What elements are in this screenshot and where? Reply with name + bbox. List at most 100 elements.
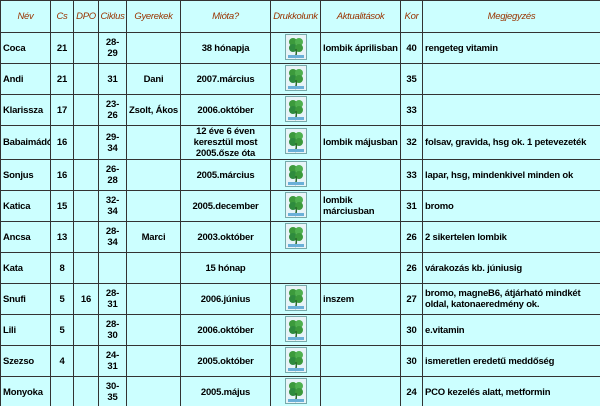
table-cell bbox=[126, 190, 181, 222]
table-cell bbox=[126, 283, 181, 315]
table-cell: Katica bbox=[0, 190, 51, 222]
table-cell: 2003.október bbox=[180, 221, 271, 253]
table-cell: bromo bbox=[422, 190, 600, 222]
header-cell: Név bbox=[0, 0, 51, 33]
table-row: Monyoka 30-35 2005.május 24 PCO kezelés alat… bbox=[0, 376, 600, 406]
table-cell: rengeteg vitamin bbox=[422, 32, 600, 64]
table-row: Andi 21 31 Dani 2007.március 35 bbox=[0, 63, 600, 95]
table-cell bbox=[126, 314, 181, 346]
table-cell bbox=[73, 94, 99, 126]
table-cell bbox=[320, 63, 401, 95]
clover-icon bbox=[284, 64, 307, 91]
table-cell: 40 bbox=[400, 32, 423, 64]
table-row: Katica 15 32-34 2005.december lombik március… bbox=[0, 190, 600, 222]
table-cell: 28-34 bbox=[98, 221, 127, 253]
table-cell bbox=[270, 345, 321, 377]
table-cell bbox=[320, 221, 401, 253]
table-cell bbox=[270, 125, 321, 160]
table-cell bbox=[73, 190, 99, 222]
table-cell: 2006.október bbox=[180, 94, 271, 126]
table-cell: Kata bbox=[0, 252, 51, 284]
header-cell: DPO bbox=[73, 0, 99, 33]
table-cell bbox=[320, 314, 401, 346]
table-cell: 35 bbox=[400, 63, 423, 95]
table-cell bbox=[320, 252, 401, 284]
table-row: Coca 21 28-29 38 hónapja lombik áprilisban 40… bbox=[0, 32, 600, 64]
clover-icon bbox=[284, 284, 307, 311]
table-cell bbox=[98, 252, 127, 284]
table-cell: lombik áprilisban bbox=[320, 32, 401, 64]
table-row: Sonjus 16 26-28 2005.március 33 lapar, hsg, m… bbox=[0, 159, 600, 191]
table-cell: Sonjus bbox=[0, 159, 51, 191]
table-row: Ancsa 13 28-34 Marci 2003.október 26 2 sikerte… bbox=[0, 221, 600, 253]
table-cell bbox=[422, 94, 600, 126]
clover-icon bbox=[284, 315, 307, 342]
table-cell: lapar, hsg, mindenkivel minden ok bbox=[422, 159, 600, 191]
table-cell bbox=[270, 283, 321, 315]
table-cell bbox=[126, 125, 181, 160]
clover-icon bbox=[284, 191, 307, 218]
table-cell: PCO kezelés alatt, metformin bbox=[422, 376, 600, 406]
clover-icon bbox=[284, 377, 307, 404]
table-cell: 26-28 bbox=[98, 159, 127, 191]
table-cell: 4 bbox=[50, 345, 74, 377]
table-cell: 29-34 bbox=[98, 125, 127, 160]
table-cell bbox=[422, 63, 600, 95]
table-cell: 2006.október bbox=[180, 314, 271, 346]
table-cell bbox=[73, 125, 99, 160]
table-cell: Ancsa bbox=[0, 221, 51, 253]
clover-icon bbox=[284, 128, 307, 154]
table-cell: 21 bbox=[50, 32, 74, 64]
table-cell: 16 bbox=[73, 283, 99, 315]
table-cell: Andi bbox=[0, 63, 51, 95]
table-cell bbox=[270, 376, 321, 406]
table-cell: 28-30 bbox=[98, 314, 127, 346]
table-cell bbox=[270, 252, 321, 284]
table-cell: 2007.március bbox=[180, 63, 271, 95]
table-cell bbox=[320, 345, 401, 377]
table-cell bbox=[73, 345, 99, 377]
clover-icon bbox=[284, 33, 307, 60]
table-cell: 13 bbox=[50, 221, 74, 253]
table-cell: 16 bbox=[50, 159, 74, 191]
table-cell: 2005.március bbox=[180, 159, 271, 191]
header-cell: Cs bbox=[50, 0, 74, 33]
clover-icon bbox=[284, 346, 307, 373]
table-cell: 5 bbox=[50, 314, 74, 346]
table-cell bbox=[320, 376, 401, 406]
table-cell: 30-35 bbox=[98, 376, 127, 406]
table-cell: Marci bbox=[126, 221, 181, 253]
table-row: Szezso 4 24-31 2005.október 30 ismeretlen ere… bbox=[0, 345, 600, 377]
table-row: Kata 8 15 hónap 26 várakozás kb. júniusig bbox=[0, 252, 600, 284]
header-cell: Mióta? bbox=[180, 0, 271, 33]
table-cell: 26 bbox=[400, 221, 423, 253]
table-cell: 24-31 bbox=[98, 345, 127, 377]
table-cell bbox=[73, 63, 99, 95]
table-cell: 15 bbox=[50, 190, 74, 222]
table-row: Klarissza 17 23-26 Zsolt, Ákos 2006.október 3… bbox=[0, 94, 600, 126]
header-cell: Aktualitások bbox=[320, 0, 401, 33]
table-cell: 32-34 bbox=[98, 190, 127, 222]
table-cell bbox=[126, 345, 181, 377]
header-cell: Kor bbox=[400, 0, 423, 33]
table-cell bbox=[73, 314, 99, 346]
table-cell: folsav, gravida, hsg ok. 1 petevezeték bbox=[422, 125, 600, 160]
header-cell: Drukkolunk bbox=[270, 0, 321, 33]
table-cell: Klarissza bbox=[0, 94, 51, 126]
table-cell: 24 bbox=[400, 376, 423, 406]
table-cell bbox=[270, 314, 321, 346]
table-cell bbox=[270, 63, 321, 95]
table-cell bbox=[270, 32, 321, 64]
table-cell: 16 bbox=[50, 125, 74, 160]
table-cell: ismeretlen eredetű meddőség bbox=[422, 345, 600, 377]
table-cell bbox=[126, 376, 181, 406]
table-cell bbox=[270, 190, 321, 222]
table-cell: 27 bbox=[400, 283, 423, 315]
table-row: Snufi 5 16 28-31 2006.június inszem 27 bromo, m… bbox=[0, 283, 600, 315]
table-cell: Zsolt, Ákos bbox=[126, 94, 181, 126]
table-cell bbox=[270, 221, 321, 253]
table-cell: 33 bbox=[400, 159, 423, 191]
table-body: Coca 21 28-29 38 hónapja lombik áprilisban 40… bbox=[0, 32, 600, 406]
table-cell bbox=[126, 159, 181, 191]
